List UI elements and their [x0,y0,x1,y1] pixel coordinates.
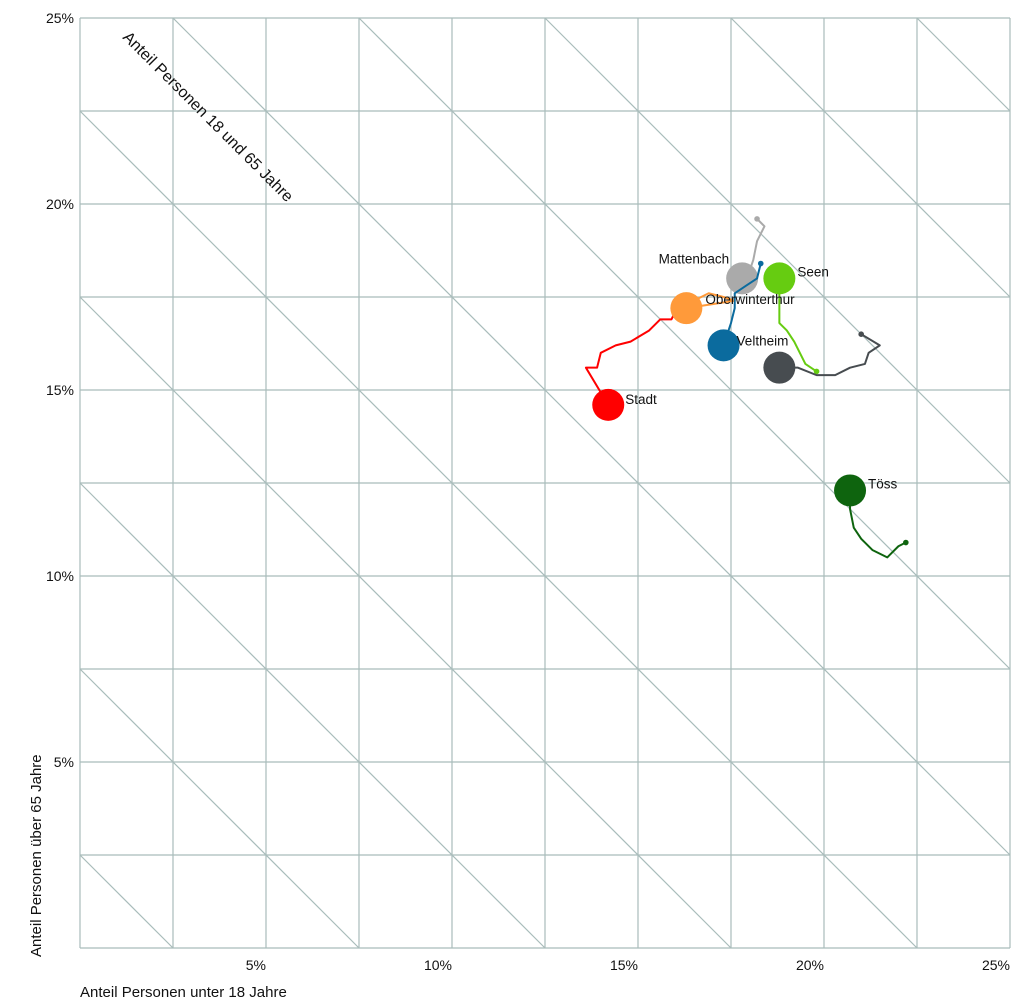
series-end-point [834,474,867,507]
y-tick-label: 20% [46,196,74,212]
series-end-point [726,262,759,295]
x-tick-label: 20% [796,957,824,973]
series-label: Oberwinterthur [705,292,795,307]
series-start-point [754,216,760,222]
series-path [778,278,818,373]
grid-line-diagonal [79,482,546,949]
series-label: Stadt [625,392,657,407]
grid-line-diagonal [730,17,1011,298]
chart-marks [584,216,909,559]
x-tick-label: 10% [424,957,452,973]
grid-line-diagonal [358,17,1011,670]
series-path [779,333,881,377]
series-label: Töss [868,476,898,491]
grid-line-diagonal [172,17,1011,856]
grid-line-diagonal [916,17,1011,112]
series-path [849,490,907,559]
series-label: Veltheim [737,333,789,348]
x-tick-label: 25% [982,957,1010,973]
y-tick-label: 25% [46,10,74,26]
y-tick-label: 15% [46,382,74,398]
series-end-point [763,351,796,384]
grid-line-diagonal [544,17,1011,484]
series-start-point [813,368,820,375]
series-end-point [670,292,703,325]
series-start-point [903,539,909,546]
series-start-point [757,260,764,267]
grid-line-diagonal [79,668,360,949]
grid-line-diagonal [79,854,174,949]
diagonal-axis-title: Anteil Personen 18 und 65 Jahre [119,29,296,206]
y-axis-title: Anteil Personen über 65 Jahre [28,754,45,957]
series-label: Mattenbach [659,251,730,266]
x-tick-label: 5% [246,957,266,973]
series-label: Seen [797,264,829,279]
series-end-point [592,388,625,421]
y-tick-label: 10% [46,568,74,584]
series-end-point [707,329,740,362]
series-path [584,311,677,406]
grid [79,17,1011,949]
series-start-point [858,331,864,338]
chart-labels: 5%10%15%20%25%5%10%15%20%25%70%65%60%Ant… [28,10,1010,1001]
y-tick-label: 5% [54,754,74,770]
series-path [722,263,762,346]
series-end-point [763,262,796,295]
grid-line-diagonal [79,110,918,949]
grid-line-diagonal [79,296,732,949]
x-tick-label: 15% [610,957,638,973]
x-axis-title: Anteil Personen unter 18 Jahre [80,984,287,1001]
